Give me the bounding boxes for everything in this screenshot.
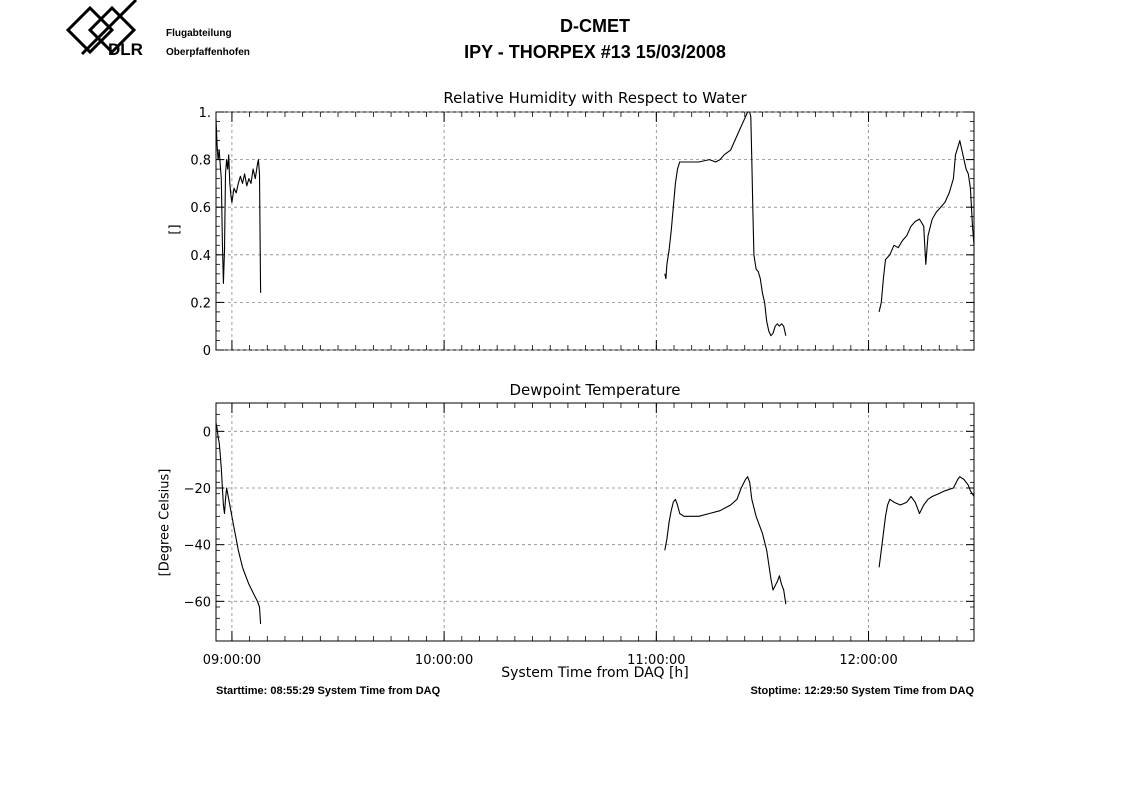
- y-tick-label: 0.4: [190, 249, 211, 264]
- x-tick-label: 09:00:00: [203, 653, 261, 668]
- series-line-segment-2: [664, 476, 787, 605]
- y-tick-label: 0.6: [190, 201, 211, 216]
- y-tick-label: 0.8: [190, 154, 211, 169]
- series-line-segment-2: [664, 111, 787, 337]
- y-tick-label: 1.: [199, 106, 211, 121]
- stop-time-text: Stoptime: 12:29:50 System Time from DAQ: [750, 685, 974, 697]
- y-tick-label: −20: [184, 482, 211, 497]
- org-line-1: Flugabteilung: [166, 28, 232, 39]
- page-title: D-CMET: [560, 16, 630, 36]
- start-time-text: Starttime: 08:55:29 System Time from DAQ: [216, 685, 441, 697]
- x-axis-label: System Time from DAQ [h]: [501, 665, 689, 681]
- y-tick-label: −40: [184, 539, 211, 554]
- page-subtitle: IPY - THORPEX #13 15/03/2008: [464, 42, 726, 62]
- dlr-logo-icon: [65, 0, 138, 56]
- plot-frame: [215, 402, 975, 642]
- x-tick-label: 10:00:00: [415, 653, 473, 668]
- y-tick-label: 0: [203, 344, 211, 359]
- plot-frame: [215, 111, 975, 351]
- series-line-segment-1: [215, 422, 262, 625]
- y-tick-label: −60: [184, 595, 211, 610]
- x-tick-label: 11:00:00: [627, 653, 685, 668]
- series-line-segment-3: [878, 140, 975, 313]
- chart-title-humidity: Relative Humidity with Respect to Water: [443, 89, 747, 107]
- chart-title-dewpoint: Dewpoint Temperature: [509, 381, 681, 399]
- y-tick-label: 0.2: [190, 296, 211, 311]
- series-line-segment-3: [878, 476, 975, 568]
- org-line-2: Oberpfaffenhofen: [166, 47, 250, 58]
- series-line-segment-1: [215, 119, 262, 293]
- x-tick-label: 12:00:00: [839, 653, 897, 668]
- logo-text: DLR: [108, 40, 143, 59]
- y-tick-label: 0: [203, 425, 211, 440]
